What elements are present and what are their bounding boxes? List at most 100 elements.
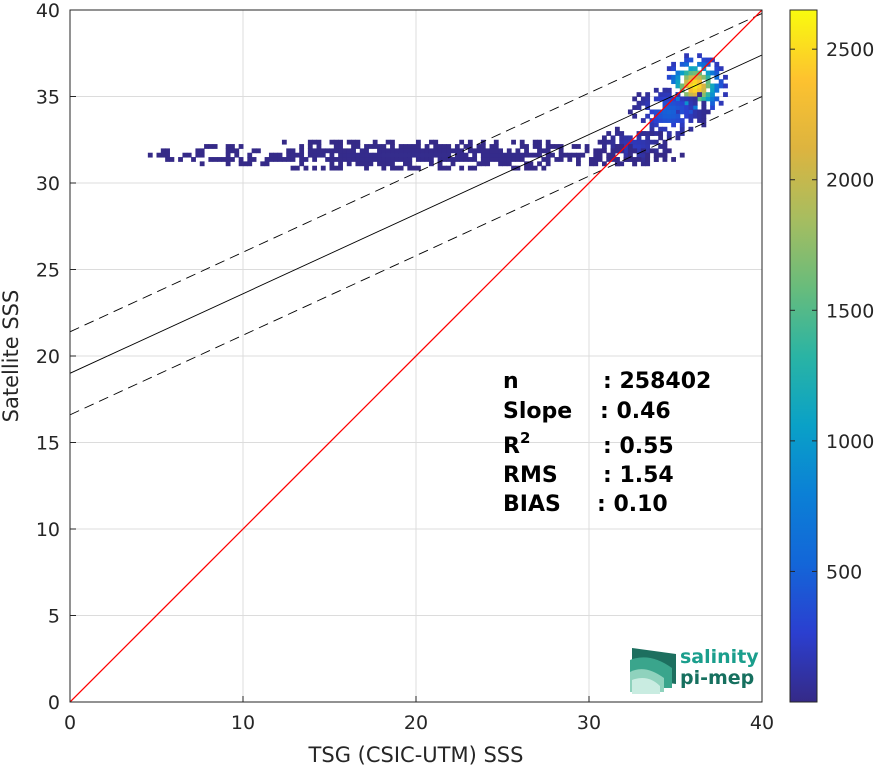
- x-tick-label: 20: [404, 712, 428, 734]
- density-cell: [675, 79, 681, 85]
- density-cell: [666, 74, 672, 80]
- density-cell: [247, 161, 253, 167]
- density-cell: [290, 152, 296, 158]
- density-cell: [459, 157, 465, 162]
- density-cell: [627, 152, 633, 158]
- density-cell: [619, 144, 625, 149]
- density-cell: [398, 157, 404, 162]
- density-cell: [299, 152, 305, 158]
- stat-label: BIAS: [503, 492, 561, 517]
- density-cell: [554, 157, 560, 162]
- density-cell: [307, 148, 313, 154]
- density-cell: [385, 157, 391, 162]
- density-cell: [684, 92, 689, 97]
- density-cell: [346, 157, 352, 162]
- density-cell: [329, 161, 335, 167]
- density-cell: [446, 165, 452, 171]
- colorbar-tick-label: 1000: [826, 431, 874, 453]
- density-cell: [601, 148, 607, 154]
- density-cell: [636, 148, 642, 154]
- density-cell: [307, 144, 313, 149]
- density-cell: [424, 152, 430, 158]
- density-cell: [541, 148, 547, 154]
- density-cell: [537, 148, 542, 154]
- density-cell: [714, 96, 720, 102]
- density-cell: [558, 144, 564, 149]
- density-cell: [576, 152, 581, 158]
- density-cell: [675, 131, 681, 136]
- density-cell: [264, 161, 270, 167]
- density-cell: [645, 139, 651, 145]
- y-tick-label: 0: [48, 692, 60, 714]
- density-cell: [593, 148, 599, 154]
- density-cell: [355, 161, 361, 167]
- density-cell: [601, 161, 607, 167]
- density-cell: [658, 131, 664, 136]
- density-cell: [359, 161, 365, 167]
- density-cell: [610, 139, 616, 145]
- density-cell: [692, 92, 698, 97]
- density-cell: [723, 74, 728, 80]
- density-cell: [632, 105, 638, 110]
- density-cell: [454, 152, 460, 158]
- x-tick-label: 40: [750, 712, 774, 734]
- density-cell: [316, 139, 322, 145]
- density-cell: [307, 152, 313, 158]
- density-cell: [506, 148, 512, 154]
- density-cell: [662, 109, 668, 115]
- density-cell: [485, 157, 491, 162]
- density-cell: [199, 161, 205, 167]
- density-cell: [312, 165, 318, 171]
- density-cell: [671, 79, 676, 85]
- density-cell: [701, 83, 707, 89]
- density-cell: [515, 148, 521, 154]
- density-cell: [247, 152, 253, 158]
- density-cell: [364, 144, 369, 149]
- y-tick-label: 10: [36, 519, 60, 541]
- density-cell: [589, 161, 594, 167]
- density-cell: [411, 152, 417, 158]
- density-cell: [407, 165, 413, 171]
- density-cell: [472, 148, 478, 154]
- density-cell: [178, 157, 183, 162]
- density-cell: [675, 96, 681, 102]
- density-cell: [601, 144, 607, 149]
- density-cell: [338, 152, 343, 158]
- density-cell: [351, 144, 356, 149]
- density-cell: [320, 152, 326, 158]
- colorbar-tick-label: 1500: [826, 300, 874, 322]
- salinity-pi-mep-logo: salinity pi-mep: [630, 646, 759, 694]
- density-cell: [627, 144, 633, 149]
- density-cell: [493, 144, 499, 149]
- density-cell: [597, 139, 603, 145]
- density-cell: [195, 148, 201, 154]
- density-cell: [636, 152, 642, 158]
- density-cell: [428, 139, 434, 145]
- density-cell: [411, 148, 417, 154]
- density-cell: [666, 113, 672, 119]
- density-cell: [286, 157, 292, 162]
- density-cell: [480, 161, 486, 167]
- density-cell: [701, 87, 707, 93]
- density-cell: [576, 144, 581, 149]
- density-cell: [355, 139, 361, 145]
- density-cell: [710, 92, 715, 97]
- density-cell: [653, 118, 659, 123]
- density-cell: [701, 61, 707, 67]
- density-cell: [666, 96, 672, 102]
- density-cell: [619, 135, 625, 141]
- density-cell: [584, 148, 590, 154]
- density-cell: [545, 148, 551, 154]
- density-cell: [701, 122, 707, 128]
- density-cell: [705, 74, 711, 80]
- density-cell: [653, 148, 659, 154]
- density-cell: [697, 53, 702, 59]
- density-cell: [355, 152, 361, 158]
- density-cell: [364, 157, 369, 162]
- density-cell: [714, 87, 720, 93]
- density-cell: [532, 152, 538, 158]
- density-cell: [480, 144, 486, 149]
- density-cell: [428, 148, 434, 154]
- density-cell: [658, 92, 664, 97]
- density-cell: [489, 144, 495, 149]
